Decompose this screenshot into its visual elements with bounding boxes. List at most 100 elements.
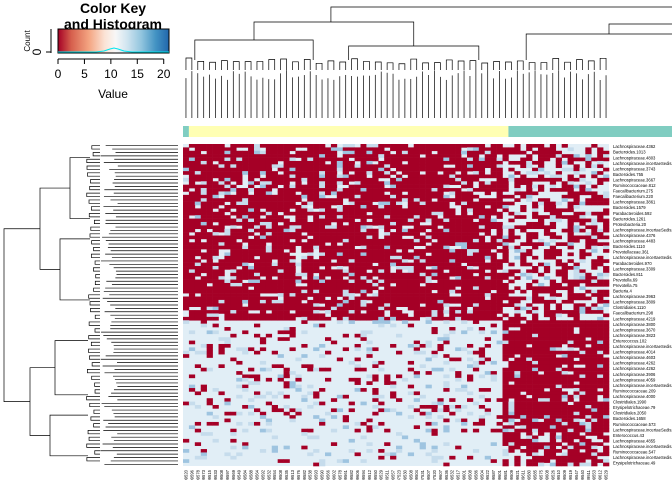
dendro-branch	[481, 62, 489, 70]
heatmap-cell	[413, 296, 420, 301]
heatmap-cell	[532, 374, 539, 379]
heatmap-cell	[325, 221, 332, 226]
heatmap-cell	[396, 333, 403, 338]
heatmap-cell	[230, 154, 237, 158]
heatmap-cell	[502, 411, 509, 416]
heatmap-cell	[366, 449, 373, 453]
heatmap-cell	[224, 313, 231, 318]
heatmap-cell	[567, 160, 574, 165]
heatmap-cell	[508, 350, 515, 355]
heatmap-cell	[597, 276, 604, 280]
heatmap-cell	[206, 293, 213, 297]
heatmap-cell	[200, 245, 207, 250]
heatmap-cell	[230, 357, 237, 362]
heatmap-cell	[248, 232, 255, 236]
heatmap-cell	[413, 184, 420, 189]
heatmap-cell	[254, 208, 261, 213]
heatmap-cell	[313, 310, 320, 314]
heatmap-cell	[259, 340, 267, 345]
heatmap-cell	[502, 194, 509, 199]
heatmap-cell	[378, 269, 385, 274]
column-label: PM2.2009504	[479, 469, 484, 480]
heatmap-cell	[330, 289, 338, 294]
heatmap-cell	[183, 208, 190, 213]
heatmap-cell	[472, 306, 480, 311]
heatmap-cell	[514, 330, 521, 335]
heatmap-cell	[573, 157, 580, 162]
heatmap-cell	[413, 350, 420, 355]
heatmap-cell	[259, 272, 267, 277]
dendro-branch	[303, 59, 311, 70]
heatmap-cell	[194, 442, 202, 446]
row-label: Lachnospiraceae.incertaeSedis.1477	[613, 255, 672, 260]
heatmap-cell	[242, 310, 249, 314]
heatmap-cell	[573, 394, 580, 399]
heatmap-cell	[396, 255, 403, 260]
heatmap-cell	[224, 259, 231, 263]
heatmap-cell	[585, 201, 592, 206]
heatmap-cell	[591, 144, 598, 148]
heatmap-cell	[236, 269, 243, 274]
heatmap-cell	[212, 249, 219, 253]
heatmap-cell	[484, 316, 491, 321]
heatmap-cell	[230, 255, 237, 260]
heatmap-cell	[325, 350, 332, 355]
heatmap-cell	[419, 259, 426, 263]
heatmap-cell	[254, 150, 261, 155]
heatmap-cell	[259, 249, 267, 253]
heatmap-cell	[212, 184, 219, 189]
heatmap-cell	[325, 293, 332, 297]
heatmap-cell	[431, 245, 438, 250]
heatmap-cells	[183, 144, 610, 467]
heatmap-cell	[567, 154, 574, 158]
heatmap-cell	[490, 157, 497, 162]
heatmap-cell	[514, 160, 521, 165]
heatmap-cell	[478, 394, 486, 399]
heatmap-cell	[254, 194, 261, 199]
heatmap-cell	[307, 310, 314, 314]
heatmap-cell	[603, 154, 610, 158]
heatmap-cell	[502, 154, 509, 158]
heatmap-cell	[526, 452, 533, 457]
heatmap-cell	[372, 181, 379, 185]
heatmap-cell	[325, 259, 332, 263]
column-label: PM2.2009547	[574, 469, 579, 480]
heatmap-cell	[532, 408, 539, 413]
heatmap-cell	[254, 286, 261, 291]
heatmap-cell	[567, 367, 574, 372]
heatmap-cell	[390, 455, 397, 460]
heatmap-cell	[514, 313, 521, 318]
dendro-branch	[88, 213, 100, 218]
heatmap-cell	[413, 228, 420, 233]
heatmap-cell	[555, 282, 562, 287]
heatmap-cell	[597, 320, 604, 324]
heatmap-cell	[455, 232, 462, 236]
heatmap-cell	[520, 316, 527, 321]
heatmap-cell	[407, 452, 415, 457]
heatmap-cell	[372, 377, 379, 382]
heatmap-cell	[407, 191, 415, 196]
heatmap-cell	[194, 279, 202, 284]
heatmap-cell	[567, 286, 574, 291]
heatmap-cell	[224, 177, 231, 182]
heatmap-cell	[378, 367, 385, 372]
heatmap-cell	[455, 418, 462, 423]
heatmap-cell	[555, 442, 562, 446]
heatmap-cell	[585, 150, 592, 155]
heatmap-cell	[532, 330, 539, 335]
heatmap-cell	[502, 425, 509, 430]
heatmap-cell	[425, 225, 432, 230]
heatmap-cell	[295, 208, 302, 213]
heatmap-cell	[555, 320, 562, 324]
heatmap-cell	[591, 232, 598, 236]
heatmap-cell	[348, 147, 355, 152]
heatmap-cell	[183, 296, 190, 301]
heatmap-cell	[313, 323, 320, 328]
heatmap-cell	[336, 282, 344, 287]
heatmap-cell	[236, 157, 243, 162]
heatmap-cell	[573, 316, 580, 321]
heatmap-cell	[224, 208, 231, 213]
heatmap-cell	[206, 306, 213, 311]
heatmap-cell	[360, 286, 367, 291]
